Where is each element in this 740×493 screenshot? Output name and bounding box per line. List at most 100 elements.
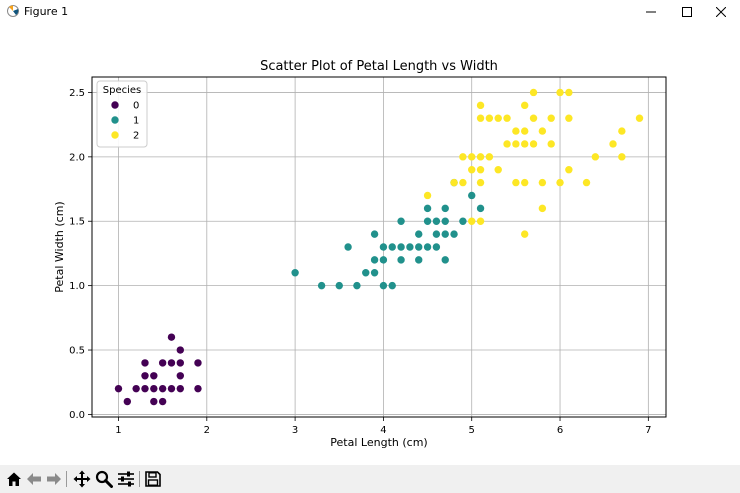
data-point-species-1 bbox=[335, 281, 343, 290]
forward-arrow-icon bbox=[47, 473, 61, 485]
data-point-species-2 bbox=[538, 204, 547, 213]
legend-label: 0 bbox=[133, 101, 139, 112]
data-point-species-1 bbox=[441, 204, 449, 213]
data-point-species-1 bbox=[379, 256, 388, 264]
home-icon bbox=[7, 472, 21, 486]
data-point-species-2 bbox=[521, 140, 529, 148]
data-point-species-1 bbox=[388, 281, 396, 290]
data-point-species-2 bbox=[556, 88, 564, 97]
back-button[interactable] bbox=[24, 469, 44, 489]
data-point-species-2 bbox=[503, 140, 511, 148]
data-point-species-2 bbox=[459, 178, 467, 187]
data-point-species-1 bbox=[415, 230, 423, 238]
data-point-species-2 bbox=[547, 114, 555, 122]
home-button[interactable] bbox=[4, 469, 24, 489]
navigation-toolbar bbox=[0, 465, 740, 493]
data-point-species-0 bbox=[158, 384, 167, 393]
configure-subplots-button[interactable] bbox=[116, 469, 136, 489]
maximize-button[interactable] bbox=[664, 0, 710, 24]
plot-frame bbox=[91, 76, 667, 418]
x-tick-label: 2 bbox=[204, 425, 210, 436]
data-point-species-2 bbox=[476, 217, 485, 225]
data-point-species-1 bbox=[432, 217, 441, 225]
x-tick-label: 1 bbox=[115, 425, 121, 436]
data-point-species-1 bbox=[291, 269, 299, 277]
data-point-species-0 bbox=[141, 372, 149, 380]
y-tick-label: 2.0 bbox=[69, 152, 85, 163]
data-point-species-2 bbox=[591, 153, 600, 161]
data-point-species-1 bbox=[317, 281, 326, 290]
data-point-species-0 bbox=[123, 397, 132, 406]
minimize-icon bbox=[646, 11, 656, 13]
data-point-species-1 bbox=[432, 230, 441, 238]
data-point-species-2 bbox=[459, 153, 467, 161]
y-tick-label: 0.0 bbox=[69, 410, 85, 421]
back-arrow-icon bbox=[27, 473, 41, 485]
data-point-species-0 bbox=[194, 359, 202, 367]
legend-box bbox=[96, 80, 148, 148]
maximize-icon bbox=[682, 7, 692, 17]
pan-button[interactable] bbox=[72, 469, 92, 489]
data-point-species-1 bbox=[459, 217, 467, 225]
data-point-species-2 bbox=[529, 140, 538, 148]
data-point-species-2 bbox=[538, 127, 547, 135]
legend-title: Species bbox=[103, 85, 142, 96]
data-point-species-0 bbox=[176, 372, 185, 380]
data-point-species-2 bbox=[521, 101, 529, 110]
data-point-species-0 bbox=[132, 384, 140, 393]
data-point-species-0 bbox=[158, 359, 167, 367]
data-point-species-2 bbox=[521, 230, 529, 238]
data-point-species-0 bbox=[150, 372, 158, 380]
data-point-species-2 bbox=[512, 178, 520, 187]
scatter-chart: 1 2 3 4 5 6 7 0.0 0.5 1.0 1.5 2.0 2.5 Scatter Plot o… bbox=[53, 59, 667, 449]
zoom-button[interactable] bbox=[94, 469, 114, 489]
data-point-species-1 bbox=[415, 256, 423, 264]
data-point-species-2 bbox=[468, 217, 476, 225]
y-axis-label: Petal Width (cm) bbox=[53, 201, 66, 292]
data-point-species-2 bbox=[618, 153, 626, 161]
data-point-species-1 bbox=[468, 191, 476, 200]
data-point-species-2 bbox=[468, 166, 476, 174]
data-point-species-2 bbox=[423, 191, 432, 200]
close-button[interactable] bbox=[698, 0, 740, 24]
x-axis-label: Petal Length (cm) bbox=[330, 436, 427, 449]
data-point-species-2 bbox=[521, 178, 529, 187]
figure-canvas[interactable]: 1 2 3 4 5 6 7 0.0 0.5 1.0 1.5 2.0 2.5 Scatter Plot o… bbox=[0, 24, 740, 464]
data-point-species-1 bbox=[388, 243, 396, 251]
save-button[interactable] bbox=[143, 469, 163, 489]
data-point-species-2 bbox=[609, 140, 617, 148]
data-point-species-2 bbox=[450, 178, 458, 187]
configure-subplots-icon bbox=[118, 471, 134, 487]
data-point-species-1 bbox=[441, 217, 449, 225]
x-tick-label: 3 bbox=[292, 425, 298, 436]
data-point-species-2 bbox=[476, 153, 485, 161]
data-point-species-1 bbox=[379, 281, 388, 290]
app-logo-icon bbox=[7, 5, 19, 17]
minimize-button[interactable] bbox=[628, 0, 674, 24]
data-point-species-2 bbox=[468, 153, 476, 161]
data-point-species-2 bbox=[565, 166, 573, 174]
y-tick-label: 2.5 bbox=[69, 88, 85, 99]
data-point-species-0 bbox=[141, 384, 149, 393]
data-point-species-1 bbox=[379, 243, 388, 251]
legend-label: 2 bbox=[133, 131, 139, 142]
data-point-species-1 bbox=[397, 243, 405, 251]
x-tick-label: 5 bbox=[469, 425, 475, 436]
data-point-species-2 bbox=[485, 153, 494, 161]
data-point-species-2 bbox=[529, 114, 538, 122]
data-point-species-1 bbox=[344, 243, 352, 251]
data-point-species-0 bbox=[167, 384, 176, 393]
data-point-species-1 bbox=[423, 204, 432, 213]
data-point-species-0 bbox=[176, 346, 185, 354]
legend-marker bbox=[111, 101, 119, 109]
data-point-species-2 bbox=[635, 114, 644, 122]
data-point-species-0 bbox=[150, 397, 158, 406]
y-tick-label: 0.5 bbox=[69, 346, 85, 357]
data-point-species-1 bbox=[370, 269, 379, 277]
data-point-species-2 bbox=[582, 178, 591, 187]
data-point-species-1 bbox=[353, 281, 361, 290]
data-point-species-2 bbox=[503, 114, 511, 122]
forward-button[interactable] bbox=[44, 469, 64, 489]
chart-title: Scatter Plot of Petal Length vs Width bbox=[260, 59, 498, 74]
data-point-species-2 bbox=[565, 88, 573, 97]
